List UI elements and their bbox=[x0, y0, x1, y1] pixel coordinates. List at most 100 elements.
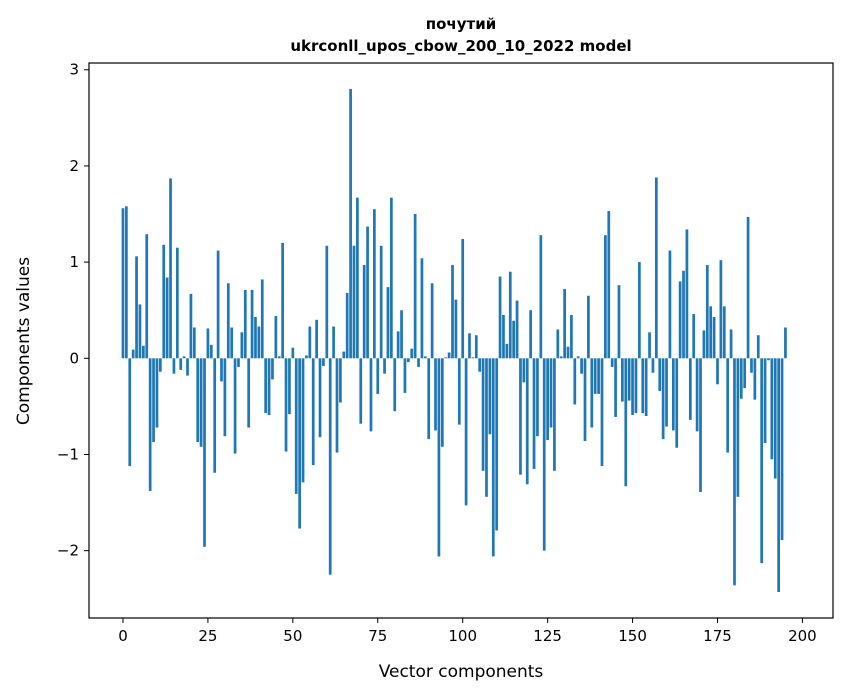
bar bbox=[430, 283, 434, 359]
y-tick-label: 1 bbox=[69, 253, 79, 271]
bar bbox=[308, 326, 312, 359]
bar bbox=[427, 358, 431, 440]
bar bbox=[413, 214, 417, 359]
bar bbox=[332, 326, 335, 359]
bar bbox=[631, 358, 634, 416]
bar bbox=[230, 327, 234, 359]
bar bbox=[685, 229, 689, 359]
plot-frame bbox=[88, 62, 834, 619]
bar bbox=[495, 358, 499, 531]
bar bbox=[651, 358, 655, 373]
bar bbox=[750, 358, 753, 373]
x-axis-ticks: 0 25 50 75 100 125 150 175 200 bbox=[118, 618, 817, 645]
bar bbox=[328, 358, 332, 575]
bar bbox=[481, 358, 485, 471]
bar bbox=[678, 281, 682, 359]
bar bbox=[257, 326, 261, 359]
bar bbox=[165, 277, 169, 359]
bar bbox=[508, 271, 512, 359]
bar bbox=[182, 356, 186, 359]
bar bbox=[726, 358, 730, 453]
x-axis-label: Vector components bbox=[379, 662, 544, 682]
bar bbox=[471, 357, 475, 359]
bar bbox=[556, 329, 560, 359]
bar bbox=[362, 264, 366, 359]
bar bbox=[298, 358, 301, 529]
y-axis-label: Components values bbox=[14, 257, 34, 425]
bar bbox=[135, 256, 138, 359]
bar bbox=[729, 329, 733, 359]
bar bbox=[274, 315, 278, 359]
bar bbox=[220, 358, 223, 382]
bar bbox=[454, 299, 458, 359]
bar bbox=[573, 358, 577, 405]
bar bbox=[634, 358, 638, 414]
bar bbox=[396, 331, 400, 359]
bar bbox=[743, 358, 747, 389]
bar bbox=[593, 358, 597, 394]
bar bbox=[352, 245, 356, 359]
y-tick-label: −2 bbox=[57, 542, 79, 560]
bar bbox=[264, 358, 268, 414]
bar bbox=[237, 358, 240, 367]
bar bbox=[277, 356, 281, 359]
x-tick-label: 100 bbox=[448, 627, 477, 645]
bar bbox=[668, 250, 672, 359]
bar bbox=[186, 358, 189, 376]
bar bbox=[254, 316, 257, 359]
bar bbox=[502, 315, 505, 359]
bar bbox=[522, 358, 526, 383]
bar bbox=[125, 206, 128, 359]
x-tick-label: 200 bbox=[788, 627, 817, 645]
bar bbox=[756, 335, 760, 359]
bar bbox=[641, 358, 645, 414]
bar bbox=[733, 358, 736, 586]
bar bbox=[722, 306, 726, 359]
bar bbox=[121, 208, 125, 359]
bar bbox=[243, 290, 247, 359]
bar bbox=[206, 328, 210, 359]
bar bbox=[746, 216, 750, 359]
bar bbox=[682, 270, 685, 359]
bar bbox=[563, 289, 566, 359]
bar bbox=[739, 358, 743, 399]
bar bbox=[604, 235, 607, 359]
bar bbox=[675, 358, 679, 448]
bar bbox=[515, 300, 519, 359]
bar bbox=[128, 358, 132, 467]
bar bbox=[505, 343, 509, 359]
bar bbox=[546, 358, 549, 441]
bar bbox=[142, 345, 145, 359]
bar bbox=[447, 352, 451, 359]
bar bbox=[607, 211, 611, 359]
bar bbox=[260, 279, 264, 359]
bar bbox=[379, 245, 383, 359]
bar bbox=[434, 358, 437, 431]
chart-title-line1: почутий bbox=[426, 15, 496, 33]
bar bbox=[172, 358, 176, 374]
x-tick-label: 125 bbox=[533, 627, 562, 645]
bar bbox=[440, 358, 444, 447]
bar bbox=[583, 358, 587, 442]
bar bbox=[688, 358, 692, 420]
y-tick-label: 2 bbox=[69, 157, 79, 175]
bar bbox=[638, 262, 641, 359]
bar bbox=[461, 239, 465, 359]
bar bbox=[203, 358, 206, 547]
bar bbox=[131, 349, 135, 359]
bar bbox=[383, 358, 386, 374]
bar bbox=[485, 358, 488, 497]
bar bbox=[373, 209, 376, 359]
bar bbox=[284, 358, 288, 452]
bar bbox=[654, 177, 658, 359]
bar bbox=[648, 332, 651, 359]
bar bbox=[342, 351, 346, 359]
bar bbox=[148, 358, 152, 492]
bar bbox=[542, 358, 546, 551]
bar bbox=[437, 358, 441, 557]
bar bbox=[719, 260, 723, 359]
bar bbox=[356, 197, 359, 359]
bar bbox=[250, 290, 254, 359]
bar bbox=[247, 358, 251, 428]
bar bbox=[209, 344, 213, 359]
